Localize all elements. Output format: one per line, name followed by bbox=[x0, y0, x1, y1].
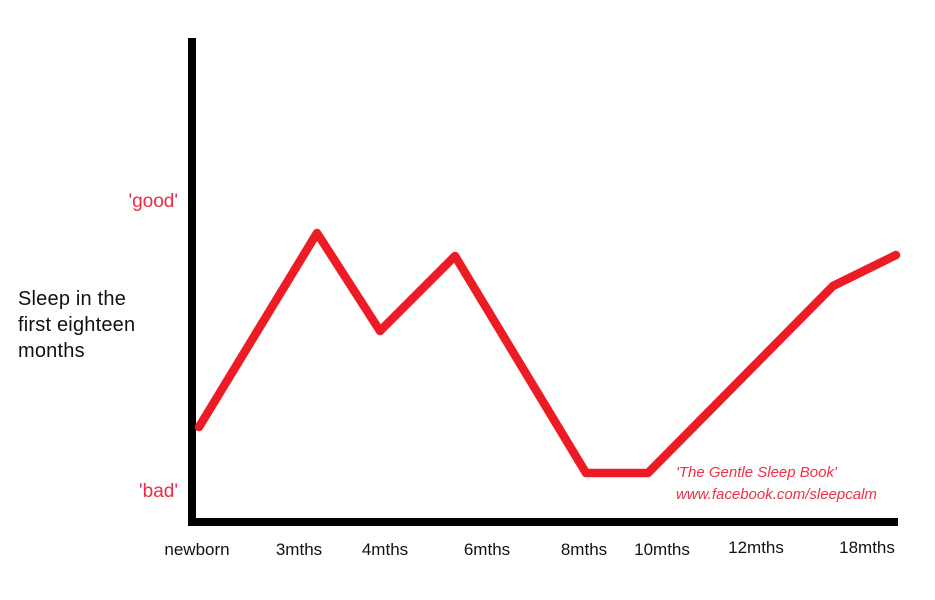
side-note-line: months bbox=[18, 340, 85, 362]
attribution-url: www.facebook.com/sleepcalm bbox=[676, 486, 877, 503]
side-note-line: first eighteen bbox=[18, 314, 136, 336]
x-tick-label-4mths: 4mths bbox=[361, 540, 409, 559]
x-tick-label-3mths: 3mths bbox=[275, 540, 323, 559]
chart-side-note: Sleep in the first eighteen months bbox=[18, 286, 135, 364]
x-tick-label-10mths: 10mths bbox=[634, 540, 690, 559]
x-tick-label-6mths: 6mths bbox=[463, 540, 511, 559]
x-axis-labels: newborn 3mths 4mths 6mths 8mths 10mths 1… bbox=[0, 538, 935, 564]
x-tick-label-18mths: 18mths bbox=[839, 538, 895, 557]
attribution-book-title: 'The Gentle Sleep Book' bbox=[676, 464, 837, 481]
side-note-line: Sleep in the bbox=[18, 288, 127, 310]
y-axis-label-good: 'good' bbox=[128, 191, 178, 212]
x-tick-label-8mths: 8mths bbox=[560, 540, 608, 559]
y-axis-label-bad: 'bad' bbox=[139, 481, 178, 502]
attribution: 'The Gentle Sleep Book' www.facebook.com… bbox=[676, 462, 877, 506]
sleep-quality-line bbox=[194, 228, 901, 478]
x-tick-label-12mths: 12mths bbox=[728, 538, 784, 557]
x-tick-label-newborn: newborn bbox=[164, 540, 230, 559]
